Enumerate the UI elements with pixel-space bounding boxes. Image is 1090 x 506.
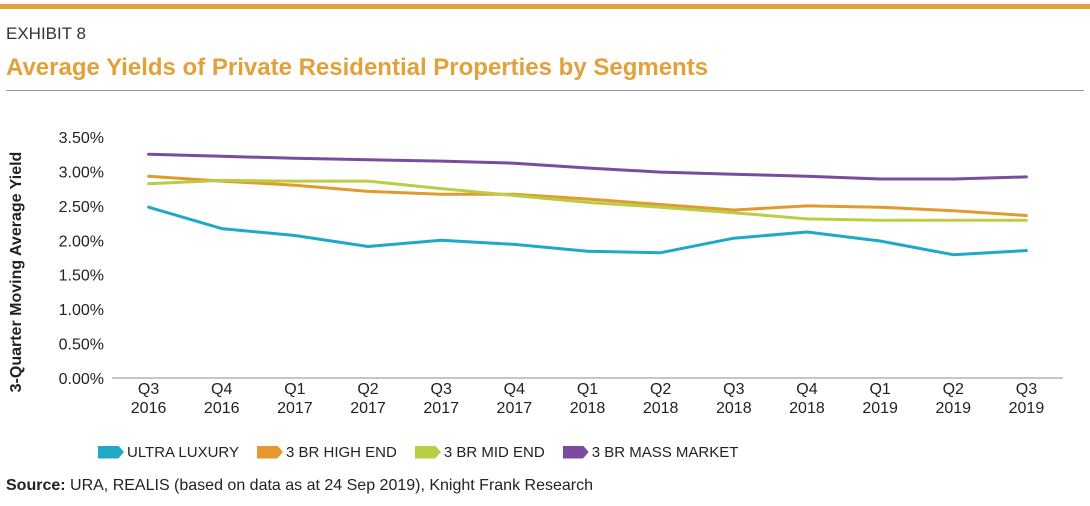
y-tick-label: 3.00% [59,164,104,181]
legend-item: ULTRA LUXURY [98,444,239,461]
x-tick-label: 2019 [1009,400,1045,417]
x-tick-label: 2016 [204,400,240,417]
x-tick-label: Q3 [138,381,159,398]
x-tick-label: Q2 [357,381,378,398]
legend-label: 3 BR MASS MARKET [591,443,739,461]
x-tick-label: Q1 [869,381,890,398]
x-tick-label: 2018 [643,400,679,417]
x-tick-label: Q2 [650,381,671,398]
source-label: Source: [6,477,66,494]
x-tick-label: 2016 [131,400,167,417]
x-tick-label: 2017 [423,400,459,417]
chart-legend: ULTRA LUXURY 3 BR HIGH END 3 BR MID END 3 B… [98,442,756,462]
y-tick-label: 0.00% [59,371,104,388]
legend-item: 3 BR MID END [414,443,545,461]
x-tick-label: Q3 [1016,381,1037,398]
x-tick-label: Q1 [577,381,598,398]
legend-item: 3 BR MASS MARKET [562,443,739,461]
x-tick-label: 2019 [862,400,898,417]
y-tick-label: 1.00% [59,302,104,319]
x-tick-label: Q4 [211,381,232,398]
legend-item: 3 BR HIGH END [256,443,397,461]
x-tick-label: 2017 [350,400,386,417]
x-tick-label: Q3 [723,381,744,398]
y-tick-label: 1.50% [59,268,104,285]
legend-swatch [98,445,124,459]
source-note: Source: URA, REALIS (based on data as at… [6,477,593,495]
legend-label: 3 BR MID END [443,443,545,461]
legend-swatch [256,445,283,459]
legend-swatch [562,445,589,459]
legend-label: 3 BR HIGH END [285,443,397,461]
y-tick-label: 2.50% [59,199,104,216]
series-line-3-br-mass-market [147,152,1028,181]
series-line-3-br-high-end [147,174,1028,217]
x-tick-label: 2019 [935,400,971,417]
x-tick-label: 2017 [277,400,313,417]
top-accent-bar [0,4,1090,9]
series-line-3-br-mid-end [147,178,1028,222]
x-tick-label: 2018 [716,400,752,417]
chart-title: Average Yields of Private Residential Pr… [6,54,709,81]
legend-swatch [414,445,441,459]
source-text: URA, REALIS (based on data as at 24 Sep … [65,477,593,494]
y-tick-label: 2.00% [59,233,104,250]
legend-label: ULTRA LUXURY [127,443,239,461]
x-tick-label: Q3 [431,381,452,398]
title-divider [6,90,1084,91]
x-tick-label: 2018 [570,400,606,417]
series-line-ultra-luxury [147,205,1028,257]
y-tick-label: 0.50% [59,337,104,354]
x-tick-label: Q4 [504,381,525,398]
y-tick-label: 3.50% [59,130,104,147]
x-tick-label: Q4 [796,381,817,398]
x-tick-label: 2017 [497,400,533,417]
x-tick-label: Q2 [943,381,964,398]
line-chart: 0.00% 0.50% 1.00% 1.50% 2.00% 2.50% 3.00% 3.50%… [59,130,1063,417]
x-tick-label: Q1 [284,381,305,398]
exhibit-label: EXHIBIT 8 [6,24,86,43]
x-tick-label: 2018 [789,400,825,417]
